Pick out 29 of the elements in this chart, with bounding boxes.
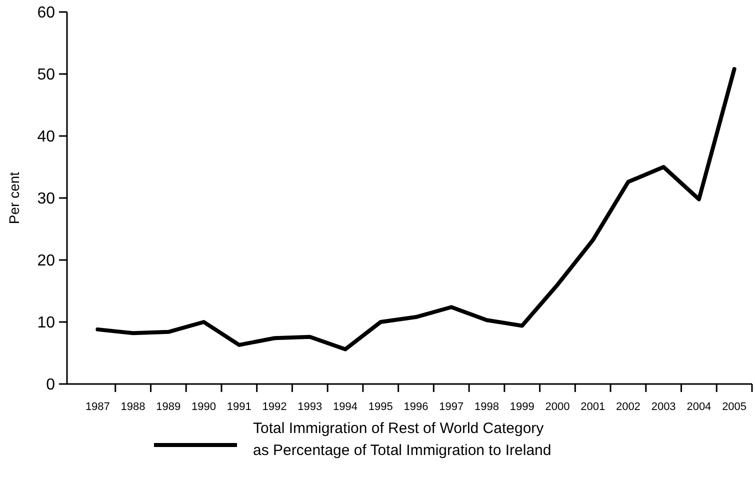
y-tick-label: 30 — [37, 190, 56, 208]
x-tick-label: 2002 — [616, 401, 640, 413]
y-tick-label: 10 — [37, 314, 56, 332]
y-tick-label: 60 — [37, 4, 56, 22]
x-tick-label: 2001 — [580, 401, 606, 413]
x-tick-label: 1992 — [262, 401, 287, 413]
y-tick-label: 0 — [46, 376, 56, 394]
x-tick-label: 2000 — [545, 401, 570, 413]
y-tick-label: 40 — [37, 128, 56, 146]
x-tick-label: 1988 — [120, 401, 146, 413]
x-tick-label: 1993 — [298, 401, 322, 413]
x-tick-label: 1989 — [156, 401, 181, 413]
x-tick-label: 1997 — [439, 401, 464, 413]
x-tick-label: 1987 — [85, 401, 110, 413]
y-tick-label: 20 — [37, 252, 56, 270]
x-tick-label: 2005 — [722, 401, 747, 413]
x-tick-label: 1996 — [404, 401, 428, 413]
x-tick-label: 1994 — [333, 401, 358, 413]
x-tick-label: 1999 — [510, 401, 534, 413]
x-tick-label: 1995 — [368, 401, 393, 413]
text: Total Immigration of Rest of World Category as Percentage of Total Immigration to Ireland — [253, 420, 552, 459]
x-tick-label: 1990 — [192, 401, 216, 413]
y-tick-label: 50 — [37, 66, 56, 84]
y-axis-title: Per cent — [6, 172, 22, 224]
x-tick-label: 1998 — [474, 401, 499, 413]
x-tick-label: 2004 — [686, 401, 712, 413]
x-tick-label: 2003 — [651, 401, 676, 413]
line-series — [96, 67, 736, 352]
x-tick-label: 1991 — [226, 401, 252, 413]
